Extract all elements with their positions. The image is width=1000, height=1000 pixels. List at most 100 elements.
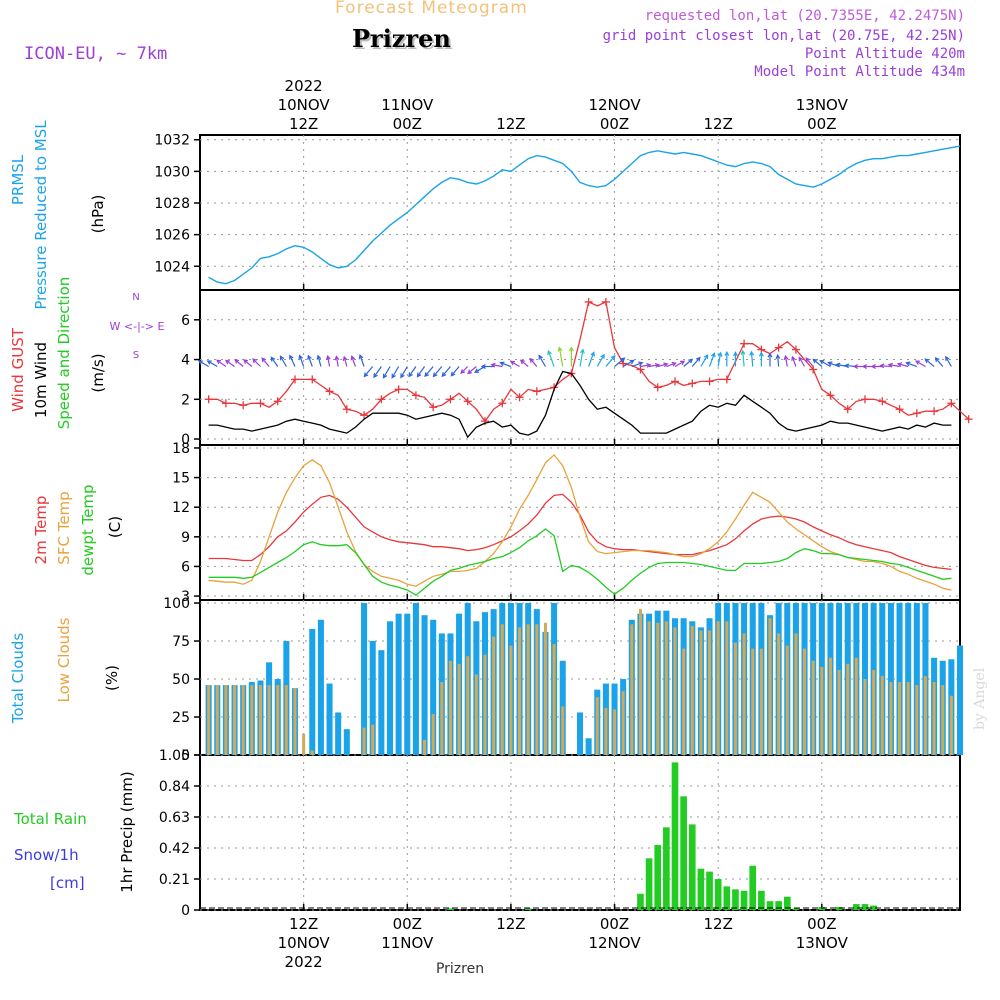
wind-gust-marker bbox=[325, 387, 334, 396]
low-cloud-bar bbox=[785, 645, 789, 755]
arrow-shaft bbox=[897, 363, 909, 368]
low-cloud-bar bbox=[932, 682, 936, 755]
low-cloud-bar bbox=[682, 648, 686, 755]
wind-direction-arrow bbox=[252, 358, 261, 367]
arrow-shaft bbox=[299, 355, 305, 367]
low-cloud-bar bbox=[509, 645, 513, 755]
wind-direction-arrow bbox=[224, 359, 235, 367]
arrow-shaft bbox=[373, 366, 382, 378]
arrow-shaft bbox=[579, 349, 584, 367]
wind-gust-marker bbox=[394, 385, 403, 394]
arrow-head bbox=[234, 358, 240, 364]
wind-gust-marker bbox=[360, 411, 369, 420]
arrow-shaft bbox=[252, 358, 261, 367]
arrow-head bbox=[844, 363, 850, 369]
arrow-shaft bbox=[717, 352, 722, 367]
arrow-shaft bbox=[924, 358, 935, 367]
arrow-head bbox=[915, 360, 921, 365]
arrow-shaft bbox=[317, 355, 322, 367]
wind-panel: 0 2 4 6 bbox=[181, 289, 961, 448]
top-time-label: 00Z bbox=[393, 115, 422, 133]
total-cloud-bar bbox=[378, 650, 385, 755]
arrow-head bbox=[945, 355, 950, 361]
arrow-head bbox=[896, 362, 903, 367]
arrow-head bbox=[467, 369, 473, 375]
wind-gust-marker bbox=[308, 375, 317, 384]
temp-2m-label: 2m Temp bbox=[32, 496, 50, 565]
arrow-shaft bbox=[648, 364, 659, 368]
wind-direction-arrow bbox=[945, 355, 952, 367]
arrow-shaft bbox=[596, 354, 605, 367]
grid-point-coords: grid point closest lon,lat (20.75E, 42.2… bbox=[602, 28, 965, 44]
arrow-head bbox=[416, 372, 422, 378]
arrow-shaft bbox=[588, 352, 595, 367]
arrow-head bbox=[350, 355, 356, 361]
arrow-head bbox=[460, 369, 466, 374]
low-cloud-bar bbox=[863, 679, 867, 755]
precip-ytick-label: 0.84 bbox=[159, 779, 190, 795]
rain-bar bbox=[663, 827, 670, 910]
arrow-head bbox=[216, 359, 222, 365]
pressure-label-prmsl: PRMSL bbox=[9, 154, 27, 205]
total-cloud-bar bbox=[905, 603, 912, 755]
arrow-shaft bbox=[820, 360, 831, 368]
wind-gust-marker bbox=[930, 407, 939, 416]
arrow-head bbox=[861, 364, 867, 369]
wind-direction-arrow bbox=[879, 363, 891, 369]
arrow-head bbox=[490, 362, 496, 368]
arrow-head bbox=[261, 357, 267, 363]
arrow-shaft bbox=[520, 359, 529, 367]
wind-direction-arrow bbox=[758, 351, 764, 367]
arrow-shaft bbox=[510, 361, 520, 368]
low-cloud-bar bbox=[811, 660, 815, 755]
top-time-label: 12NOV bbox=[588, 96, 641, 114]
low-cloud-bar bbox=[604, 707, 608, 755]
temperature-ytick-label: 6 bbox=[181, 559, 190, 575]
low-cloud-bar bbox=[906, 682, 910, 755]
wind-gust-marker bbox=[878, 397, 887, 406]
arrow-head bbox=[638, 361, 644, 367]
wind-gust-marker bbox=[481, 417, 489, 426]
low-cloud-bar bbox=[949, 695, 953, 755]
arrow-shaft bbox=[812, 358, 823, 367]
rain-bar bbox=[853, 904, 860, 910]
low-cloud-bar bbox=[794, 633, 798, 755]
temperature-ytick-label: 3 bbox=[181, 589, 190, 605]
low-cloud-bar bbox=[371, 724, 375, 755]
wind-10m-label: 10m Wind bbox=[32, 342, 50, 418]
arrow-shaft bbox=[408, 366, 417, 377]
wind-direction-arrow bbox=[197, 360, 209, 368]
wind-direction-arrow bbox=[490, 362, 503, 368]
arrow-shaft bbox=[708, 353, 715, 367]
arrow-head bbox=[646, 362, 652, 368]
low-cloud-bar bbox=[880, 675, 884, 755]
bottom-time-label: 12Z bbox=[703, 915, 732, 933]
low-cloud-bar bbox=[466, 656, 470, 755]
rain-bar bbox=[766, 901, 774, 910]
low-cloud-bar bbox=[276, 685, 280, 755]
arrow-shaft bbox=[400, 366, 408, 378]
compass-north: N bbox=[132, 292, 139, 303]
rain-bar bbox=[637, 893, 644, 910]
arrow-shaft bbox=[674, 360, 685, 368]
precip-ytick-label: 1.05 bbox=[159, 748, 190, 764]
arrow-shaft bbox=[683, 358, 693, 367]
temperature-frame bbox=[199, 444, 961, 601]
wind-direction-arrow bbox=[416, 366, 426, 378]
arrow-head bbox=[334, 355, 340, 361]
arrow-shaft bbox=[547, 350, 555, 367]
wind-direction-arrow bbox=[307, 354, 313, 367]
total-cloud-bar bbox=[956, 645, 964, 755]
wind-gust-marker bbox=[342, 405, 351, 414]
wind-direction-arrow bbox=[740, 349, 746, 367]
meteogram-title: Forecast Meteogram bbox=[335, 0, 528, 18]
rain-bar bbox=[654, 845, 662, 910]
total-cloud-bar bbox=[576, 712, 584, 755]
wind-gust-marker bbox=[826, 391, 835, 400]
wind-direction-arrow bbox=[775, 353, 781, 367]
wind-direction-arrow bbox=[261, 357, 270, 367]
low-clouds-label: Low Clouds bbox=[55, 617, 73, 702]
pressure-ytick-label: 1032 bbox=[154, 133, 190, 149]
arrow-shaft bbox=[742, 350, 745, 367]
wind-gust-marker bbox=[705, 377, 714, 386]
